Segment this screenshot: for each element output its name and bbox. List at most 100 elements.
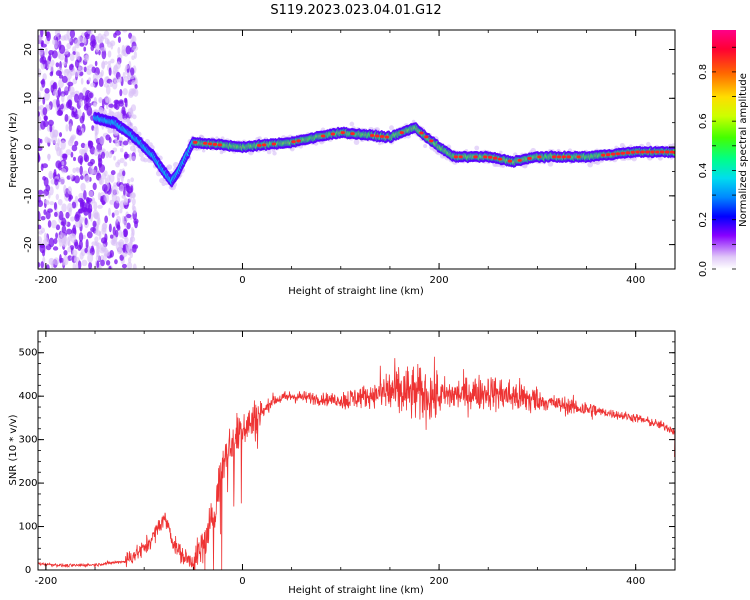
spectrogram-noise-mark <box>59 52 65 61</box>
spectrogram-halo-mark <box>122 118 128 123</box>
spectrogram-halo-mark <box>98 106 104 112</box>
spectrogram-noise-mark <box>45 210 51 220</box>
spectrogram-noise-mark <box>109 173 115 183</box>
spectrogram-halo-mark <box>272 151 277 156</box>
spectrogram-noise-mark <box>77 64 81 75</box>
spectrogram-noise-mark <box>70 216 75 222</box>
spectrogram-noise-mark <box>68 196 72 202</box>
spectrogram-noise-mark <box>108 223 112 233</box>
spectrogram-peak-mark <box>492 156 498 160</box>
spectrogram-noise-mark <box>74 39 81 49</box>
spectrogram-peak-mark <box>650 150 655 154</box>
spectrogram-noise-mark <box>101 200 106 206</box>
spectrogram-noise-mark <box>92 220 97 228</box>
spectrogram-noise-mark <box>88 190 94 197</box>
spectrogram-noise-mark <box>130 192 136 199</box>
spectrogram-noise-mark <box>98 72 103 79</box>
spectrogram-noise-mark <box>88 77 92 82</box>
spectrogram-noise-mark <box>127 257 132 264</box>
spectrogram-peak-mark <box>630 150 635 154</box>
x-tick-label: 0 <box>239 576 245 587</box>
spectrogram-noise-mark <box>65 211 70 219</box>
spectrogram-noise-mark <box>61 75 68 84</box>
spectrogram-noise-mark <box>132 263 137 269</box>
spectrogram-halo-mark <box>92 102 97 107</box>
spectrogram-noise-mark <box>38 146 43 151</box>
spectrogram-noise-mark <box>115 61 121 69</box>
spectrogram-noise-mark <box>60 139 66 150</box>
spectrogram-peak-mark <box>487 155 493 159</box>
spectrogram-noise-mark <box>77 129 83 136</box>
spectrogram-noise-mark <box>74 59 80 68</box>
spectrogram-noise-mark <box>98 77 104 88</box>
spectrogram-noise-mark <box>60 35 67 41</box>
spectrogram-noise-mark <box>114 209 120 216</box>
spectrogram-noise-mark <box>66 228 73 235</box>
spectrogram-noise-mark <box>82 111 85 122</box>
spectrogram-noise-mark <box>123 229 128 238</box>
spectrogram-peak-mark <box>291 140 296 144</box>
spectrogram-peak-mark <box>664 150 670 154</box>
spectrogram-peak-mark <box>507 159 513 163</box>
snr-series-line <box>38 356 675 570</box>
spectrogram-noise-mark <box>108 151 113 159</box>
spectrogram-peak-mark <box>660 150 665 154</box>
spectrogram-noise-mark <box>64 86 69 91</box>
spectrogram-noise-mark <box>113 99 120 105</box>
spectrogram-noise-mark <box>49 65 54 72</box>
spectrogram-noise-mark <box>105 260 111 266</box>
spectrogram-peak-mark <box>256 143 262 147</box>
spectrogram-noise-mark <box>119 184 125 192</box>
spectrogram-noise-mark <box>69 86 75 96</box>
spectrogram-noise-mark <box>131 155 136 162</box>
spectrogram-noise-mark <box>62 255 69 266</box>
spectrogram-noise-mark <box>106 97 112 104</box>
spectrogram-panel: -200 0 200 400 -20 -10 0 10 20 Height of straig… <box>8 29 676 297</box>
spectrogram-noise-mark <box>97 192 101 201</box>
spectrogram-noise-mark <box>38 142 41 147</box>
spectrogram-noise-mark <box>119 89 123 97</box>
snr-x-ticks: -200 0 200 400 <box>35 331 645 587</box>
spectrogram-noise-mark <box>54 142 60 152</box>
spectrogram-noise-mark <box>57 234 63 243</box>
spectrogram-noise-mark <box>101 49 107 60</box>
spectrogram-noise-mark <box>78 92 84 102</box>
spectrogram-noise-mark <box>114 140 121 147</box>
spectrogram-noise-mark <box>67 246 71 253</box>
spectrogram-noise-mark <box>97 204 103 209</box>
spectrogram-peak-mark <box>566 155 572 159</box>
spectrogram-noise-mark <box>65 149 72 156</box>
spectrogram-halo-mark <box>353 139 360 145</box>
spectrogram-noise-mark <box>40 261 44 269</box>
spectrogram-noise-mark <box>117 159 121 165</box>
spectrogram-noise-mark <box>116 172 121 181</box>
spectrogram-noise-mark <box>49 124 53 133</box>
spectrogram-peak-mark <box>296 139 301 143</box>
spectrogram-noise-mark <box>124 153 130 158</box>
spectrogram-noise-mark <box>84 174 91 184</box>
spectrogram-noise-mark <box>117 76 123 83</box>
spectrogram-noise-mark <box>62 241 67 248</box>
colorbar-tick-label: 0.0 <box>698 261 709 277</box>
spectrogram-noise-mark <box>109 234 114 239</box>
spectrogram-noise-mark <box>53 169 57 177</box>
spectrogram-noise-mark <box>121 194 127 199</box>
spectrogram-peak-mark <box>640 150 645 154</box>
spectrogram-halo-mark <box>378 141 382 146</box>
spectrogram-noise-mark <box>85 196 90 203</box>
spectrogram-noise-mark <box>134 220 138 229</box>
spectrogram-peak-mark <box>429 139 434 143</box>
spectrogram-peak-mark <box>610 152 616 156</box>
spectrogram-noise-mark <box>77 155 84 164</box>
spectrogram-noise-mark <box>130 185 134 193</box>
spectrogram-noise-mark <box>90 82 96 88</box>
spectrogram-noise-mark <box>45 47 48 56</box>
spectrogram-halo-mark <box>143 157 148 163</box>
spectrogram-noise-mark <box>103 83 110 88</box>
spectrogram-noise-mark <box>48 257 55 266</box>
spectrogram-peak-mark <box>483 155 488 159</box>
spectrogram-noise-mark <box>110 170 116 176</box>
spectrogram-noise-mark <box>127 178 131 184</box>
spectrogram-noise-mark <box>104 193 109 203</box>
spectrogram-noise-mark <box>84 217 88 226</box>
